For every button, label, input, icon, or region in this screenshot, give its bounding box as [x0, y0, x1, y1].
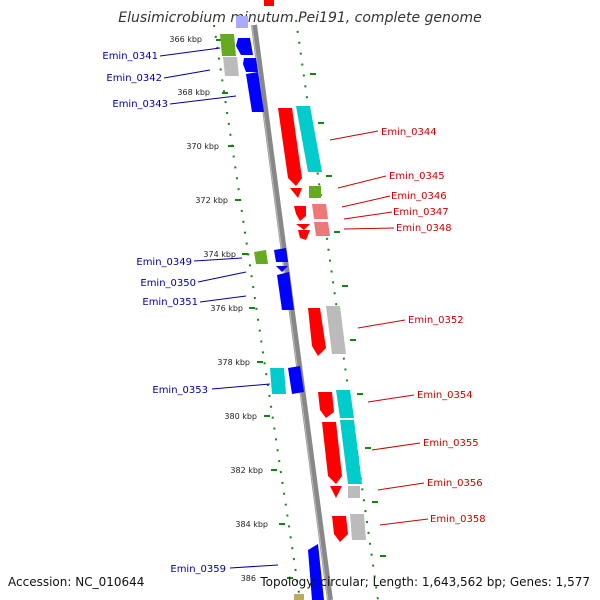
tick-label: 366 kbp	[169, 35, 202, 44]
gene-label[interactable]: Emin_0354	[417, 390, 473, 401]
gene-feature	[246, 72, 264, 112]
gene-feature	[278, 108, 302, 186]
gene-label[interactable]: Emin_0358	[430, 514, 486, 525]
gene-feature	[236, 38, 253, 55]
tick-label: 380 kbp	[224, 412, 257, 421]
tick-marks	[216, 39, 386, 579]
tick-label: 372 kbp	[195, 196, 228, 205]
gene-feature	[223, 57, 239, 76]
gene-feature	[277, 272, 294, 310]
gene-label[interactable]: Emin_0355	[423, 438, 479, 449]
gene-feature	[308, 308, 326, 356]
gene-label[interactable]: Emin_0349	[136, 257, 192, 268]
gene-feature	[348, 486, 360, 498]
gene-feature	[254, 250, 268, 264]
gene-feature	[243, 58, 258, 72]
gene-feature	[290, 188, 302, 198]
gene-label[interactable]: Emin_0341	[102, 51, 158, 62]
gene-feature	[294, 206, 306, 221]
gene-label[interactable]: Emin_0350	[140, 278, 196, 289]
gene-feature	[270, 368, 286, 394]
genome-title: Elusimicrobium minutum Pei191, complete …	[118, 10, 482, 26]
gene-feature	[314, 222, 330, 236]
gene-feature	[274, 248, 288, 262]
gene-feature	[318, 392, 334, 418]
gene-feature	[312, 204, 328, 219]
left-leader-lines	[159, 47, 279, 569]
tick-label: 368 kbp	[177, 88, 210, 97]
gene-feature	[330, 486, 342, 498]
gene-feature	[264, 0, 274, 6]
gene-label[interactable]: Emin_0352	[408, 315, 464, 326]
gene-label[interactable]: Emin_0346	[391, 191, 447, 202]
gene-label[interactable]: Emin_0351	[142, 297, 198, 308]
gene-feature	[236, 16, 248, 28]
reverse-genes	[278, 106, 366, 542]
gene-label[interactable]: Emin_0347	[393, 207, 449, 218]
gene-feature	[288, 366, 304, 394]
topology-text: Topology: circular; Length: 1,643,562 bp…	[260, 575, 590, 589]
gene-label[interactable]: Emin_0348	[396, 223, 452, 234]
gene-feature	[220, 34, 236, 56]
gene-label[interactable]: Emin_0359	[170, 564, 226, 575]
gene-feature	[294, 594, 304, 600]
gene-label[interactable]: Emin_0353	[152, 385, 208, 396]
left-dot-track	[213, 24, 301, 600]
tick-label: 370 kbp	[186, 142, 219, 151]
gene-label[interactable]: Emin_0356	[427, 478, 483, 489]
forward-genes	[220, 0, 324, 600]
right-leader-lines	[329, 130, 429, 526]
gene-feature	[336, 390, 354, 418]
gene-feature	[322, 422, 342, 484]
tick-label: 378 kbp	[217, 358, 250, 367]
tick-label: 382 kbp	[230, 466, 263, 475]
gene-label[interactable]: Emin_0342	[106, 73, 162, 84]
tick-label: 376 kbp	[210, 304, 243, 313]
gene-feature	[340, 420, 362, 484]
gene-label[interactable]: Emin_0345	[389, 171, 445, 182]
genome-backbone	[251, 24, 333, 600]
tick-label: 384 kbp	[235, 520, 268, 529]
gene-label[interactable]: Emin_0344	[381, 127, 437, 138]
gene-feature	[296, 106, 322, 172]
tick-label: 386	[241, 574, 256, 583]
gene-feature	[308, 544, 324, 600]
accession-text: Accession: NC_010644	[8, 575, 145, 589]
gene-feature	[332, 516, 348, 542]
gene-feature	[326, 306, 346, 354]
gene-feature	[350, 514, 366, 540]
tick-label: 374 kbp	[203, 250, 236, 259]
gene-feature	[276, 266, 288, 272]
gene-feature	[298, 230, 310, 240]
gene-feature	[296, 224, 310, 230]
gene-feature	[309, 186, 321, 198]
gene-label[interactable]: Emin_0343	[112, 99, 168, 110]
